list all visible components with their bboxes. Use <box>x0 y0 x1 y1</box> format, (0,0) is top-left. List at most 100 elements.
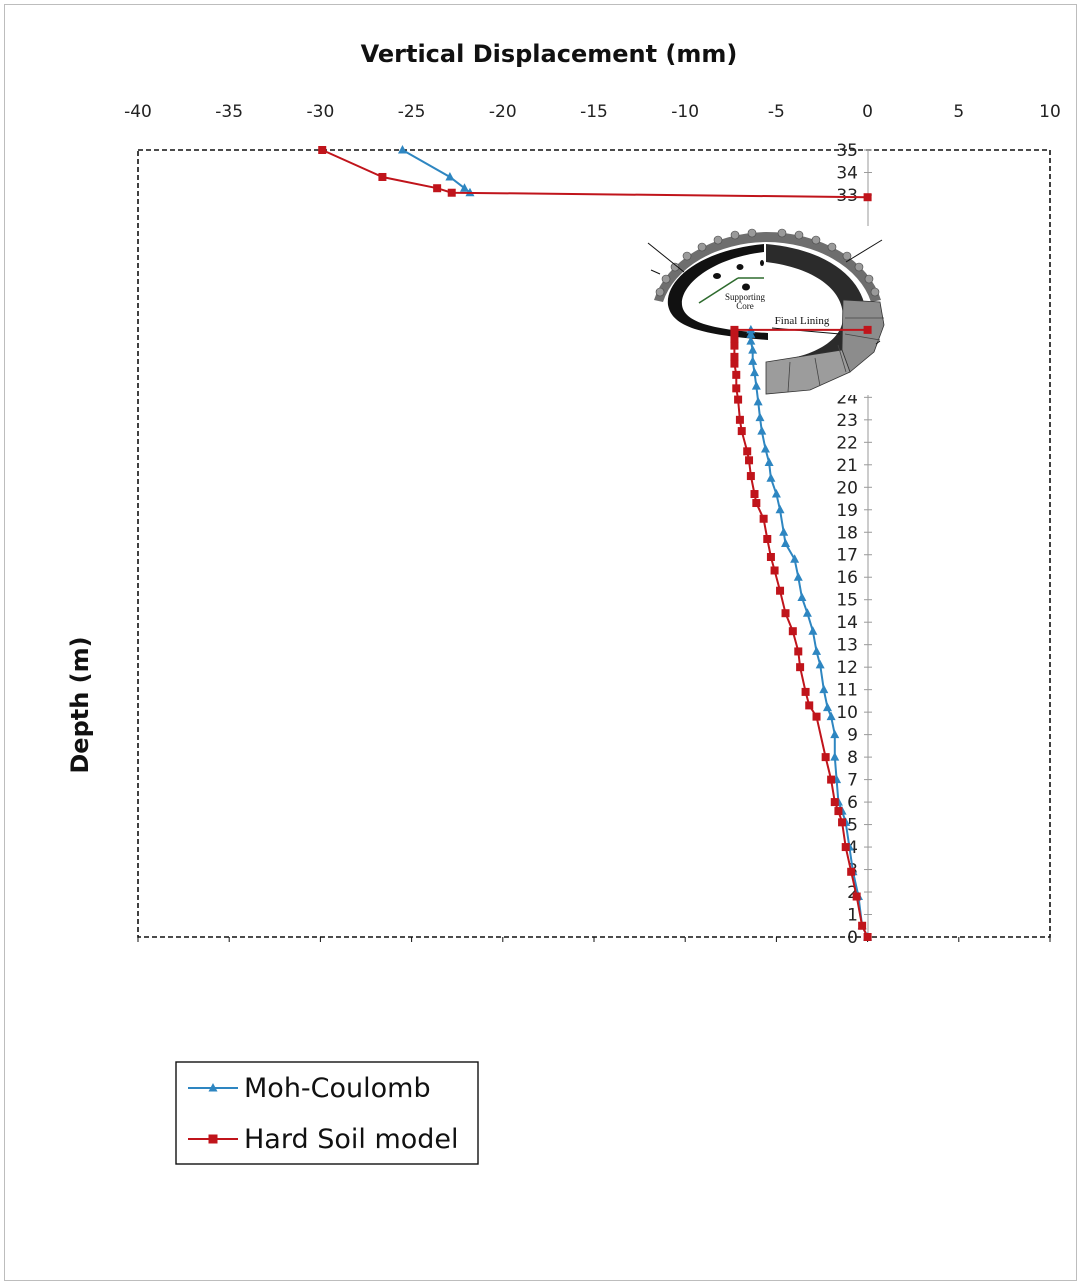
data-point <box>730 341 739 350</box>
series-layer <box>318 145 873 941</box>
y-tick-label: 9 <box>847 726 858 746</box>
y-tick-label: 33 <box>836 186 858 206</box>
data-point <box>781 609 790 618</box>
x-tick-label: -15 <box>580 102 608 122</box>
data-point <box>830 752 840 761</box>
data-point <box>459 183 469 192</box>
data-point <box>730 325 739 334</box>
data-point <box>812 712 821 721</box>
y-tick-label: 2 <box>847 883 858 903</box>
data-point <box>863 325 872 334</box>
data-point <box>858 921 867 930</box>
tunnel-section-illustration: Supporting Core Final Lining <box>647 226 886 395</box>
data-point <box>793 572 803 581</box>
data-point <box>788 627 797 636</box>
y-tick-label: 8 <box>847 748 858 768</box>
data-point <box>802 608 812 617</box>
x-axis-title: Vertical Displacement (mm) <box>361 40 738 68</box>
data-point <box>790 554 800 563</box>
plot-area-border <box>137 149 1051 938</box>
data-point <box>397 145 407 154</box>
data-point <box>776 586 785 595</box>
data-point <box>847 867 856 876</box>
series-2 <box>318 146 872 941</box>
data-point <box>433 184 442 193</box>
inset-label-final-lining: Final Lining <box>775 315 830 327</box>
x-tick-label: -25 <box>398 102 426 122</box>
legend-label: Moh-Coulomb <box>244 1073 431 1104</box>
y-tick-label: 34 <box>836 163 858 183</box>
data-point <box>770 566 779 575</box>
data-point <box>745 456 754 465</box>
x-tick-label: 10 <box>1039 102 1061 122</box>
data-point <box>759 514 768 523</box>
y-tick-label: 12 <box>836 658 858 678</box>
legend: Moh-Coulomb Hard Soil model <box>175 1061 479 1165</box>
data-point <box>748 356 758 365</box>
y-tick-label: 23 <box>836 411 858 431</box>
inset-label-core: Core <box>736 301 754 311</box>
x-tick-label: -35 <box>215 102 243 122</box>
y-tick-label: 1 <box>847 906 858 926</box>
data-point <box>779 527 789 536</box>
y-tick-label: 35 <box>836 141 858 161</box>
data-point <box>748 345 758 354</box>
data-point <box>830 798 839 807</box>
data-point <box>750 490 759 499</box>
y-tick-label: 7 <box>847 771 858 791</box>
data-point <box>841 843 850 852</box>
data-point <box>730 334 739 343</box>
legend-box <box>175 1061 479 1165</box>
y-tick-label: 19 <box>836 501 858 521</box>
data-point <box>827 775 836 784</box>
data-point <box>775 504 785 514</box>
data-point <box>794 647 803 656</box>
data-point <box>445 171 455 181</box>
chart-frame <box>4 4 1077 1281</box>
y-tick-label: 6 <box>847 793 858 813</box>
y-tick-label: 13 <box>836 636 858 656</box>
data-point <box>737 427 746 436</box>
data-point <box>746 329 756 338</box>
legend-marker <box>208 1083 218 1092</box>
data-point <box>830 729 840 739</box>
data-point <box>826 711 836 721</box>
data-point <box>863 193 872 202</box>
data-point <box>734 395 743 404</box>
y-tick-label: 5 <box>847 816 858 836</box>
data-point <box>730 352 739 361</box>
x-tick-label: 0 <box>862 102 873 122</box>
data-point <box>753 396 763 406</box>
data-point <box>838 818 847 827</box>
data-point <box>812 646 822 655</box>
y-tick-label: 16 <box>836 568 858 588</box>
data-point <box>764 457 774 467</box>
data-point <box>771 489 781 498</box>
data-point <box>781 538 791 547</box>
y-tick-label: 15 <box>836 591 858 611</box>
data-point <box>852 892 861 901</box>
y-tick-label: 17 <box>836 546 858 566</box>
data-point <box>746 336 756 345</box>
x-tick-labels: -40 -35 -30 -25 -20 -15 -10 -5 0 5 10 <box>124 102 1061 942</box>
data-point <box>757 426 767 435</box>
y-tick-label: 20 <box>836 478 858 498</box>
data-point <box>750 367 760 377</box>
data-point <box>763 535 772 544</box>
y-tick-label: 4 <box>847 838 858 858</box>
x-tick-label: -30 <box>307 102 335 122</box>
data-point <box>766 552 775 561</box>
x-tick-label: -40 <box>124 102 152 122</box>
inset-label-supporting: Supporting <box>725 292 766 302</box>
y-tick-label: 21 <box>836 456 858 476</box>
y-tick-label: 0 <box>847 928 858 948</box>
data-point <box>752 499 761 508</box>
data-point <box>751 381 761 390</box>
data-point <box>730 359 739 368</box>
legend-label: Hard Soil model <box>244 1124 459 1155</box>
data-point <box>821 753 830 762</box>
data-point <box>801 687 810 696</box>
data-point <box>797 592 807 601</box>
y-tick-label: 10 <box>836 703 858 723</box>
